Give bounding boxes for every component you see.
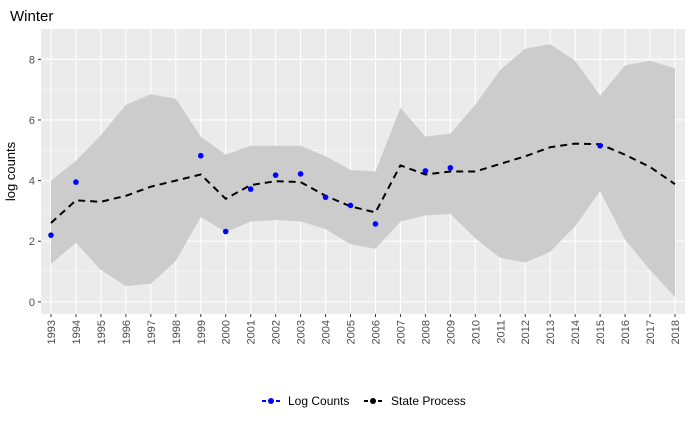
x-tick-label: 2008 (420, 320, 432, 344)
x-tick-label: 1995 (96, 320, 108, 344)
x-tick-label: 2009 (445, 320, 457, 344)
x-tick-label: 1998 (171, 320, 183, 344)
log-count-point (73, 179, 79, 185)
log-count-point (347, 202, 354, 209)
x-tick-label: 2012 (520, 320, 532, 344)
y-tick-label: 6 (29, 115, 35, 127)
x-tick-label: 2001 (246, 320, 258, 344)
x-tick-label: 2005 (346, 320, 358, 344)
log-count-point (322, 194, 329, 201)
log-count-point (297, 171, 304, 177)
log-count-point (372, 221, 379, 227)
x-tick-label: 1993 (46, 320, 58, 344)
y-tick-label: 0 (29, 297, 35, 309)
x-tick-label: 2010 (470, 320, 482, 344)
y-tick-label: 8 (29, 54, 35, 66)
x-tick-label: 2013 (545, 320, 557, 344)
x-tick-label: 1996 (121, 320, 133, 344)
y-tick-label: 4 (29, 176, 35, 188)
log-count-point (272, 172, 279, 178)
legend-key-log-counts-point (268, 398, 274, 404)
x-tick-label: 2002 (271, 320, 283, 344)
x-tick-label: 2007 (395, 320, 407, 344)
log-count-points (48, 142, 603, 238)
x-tick-label: 2017 (645, 320, 657, 344)
legend: Log Counts State Process (262, 394, 466, 408)
log-count-point (597, 142, 603, 149)
log-count-point (447, 165, 454, 171)
x-tick-label: 2018 (670, 320, 682, 344)
log-count-point (48, 232, 54, 238)
x-tick-label: 2006 (370, 320, 382, 344)
x-tick-label: 1997 (146, 320, 158, 344)
chart-title: Winter (10, 8, 53, 25)
x-tick-label: 1999 (196, 320, 208, 344)
x-tick-label: 2003 (296, 320, 308, 344)
log-count-point (422, 168, 429, 174)
x-tick-label: 1994 (71, 320, 83, 344)
x-tick-label: 2000 (221, 320, 233, 344)
log-count-point (247, 186, 254, 192)
y-axis: 0 2 4 6 8 (29, 54, 41, 309)
log-count-point (222, 228, 229, 235)
x-axis: 1993 1994 1995 1996 1997 1998 1999 2000 2001 2002… (46, 314, 682, 344)
x-tick-label: 2011 (495, 320, 507, 344)
x-tick-label: 2016 (620, 320, 632, 344)
x-tick-label: 2014 (570, 320, 582, 344)
x-tick-label: 2004 (321, 320, 333, 344)
log-count-point (197, 152, 204, 159)
legend-label-log-counts: Log Counts (288, 394, 349, 408)
confidence-ribbon (51, 44, 675, 298)
y-tick-label: 2 (29, 236, 35, 248)
legend-label-state-process: State Process (391, 394, 466, 408)
y-axis-label: log counts (3, 141, 18, 201)
legend-key-state-process-point (370, 398, 376, 404)
x-tick-label: 2015 (595, 320, 607, 344)
